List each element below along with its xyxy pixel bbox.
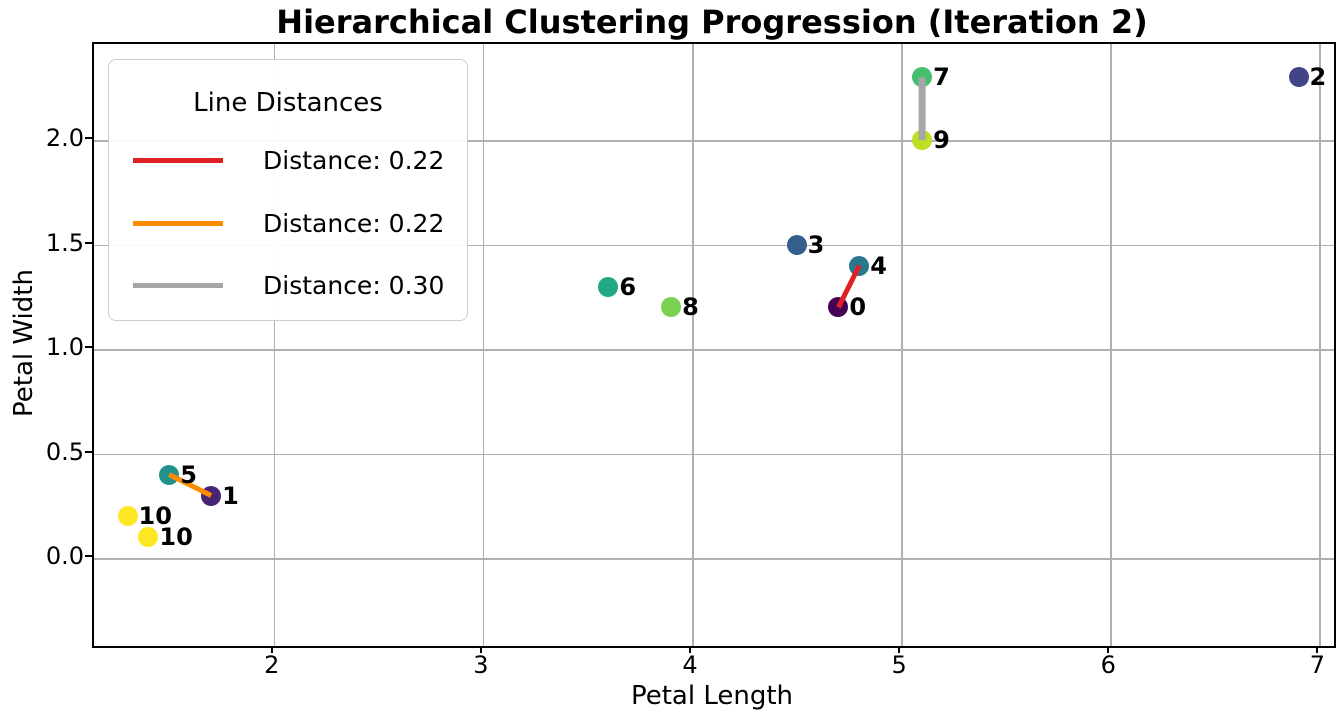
point-label-5: 5 <box>180 460 197 489</box>
x-gridline <box>692 44 694 646</box>
data-point-0 <box>828 297 849 318</box>
x-tick-label: 4 <box>682 651 698 679</box>
x-tick-mark <box>270 646 273 653</box>
x-tick-label: 6 <box>1100 651 1116 679</box>
point-label-9: 9 <box>933 126 950 155</box>
y-gridline <box>94 140 1334 142</box>
y-tick-label: 2.0 <box>45 124 84 153</box>
point-label-4: 4 <box>870 251 887 280</box>
point-label-8: 8 <box>682 293 699 322</box>
y-tick-label: 0.5 <box>45 437 84 466</box>
legend-row: Distance: 0.22 <box>133 145 444 175</box>
x-gridline <box>1110 44 1112 646</box>
x-tick-mark <box>689 646 691 653</box>
legend-line-swatch-red <box>133 157 223 163</box>
y-tick-label: 0.0 <box>45 542 84 571</box>
x-tick-mark <box>1107 646 1110 653</box>
legend-entry-label: Distance: 0.22 <box>263 208 445 238</box>
point-label-3: 3 <box>807 230 825 259</box>
x-tick-mark <box>479 646 482 653</box>
data-point-4 <box>849 255 870 276</box>
legend-line-swatch-orange <box>133 220 223 226</box>
y-gridline <box>94 558 1334 560</box>
y-tick-mark <box>85 450 92 453</box>
legend-row: Distance: 0.30 <box>133 270 444 300</box>
x-gridline <box>1319 44 1321 646</box>
data-point-1 <box>201 485 222 506</box>
y-gridline <box>94 349 1334 351</box>
data-point-3 <box>786 234 807 255</box>
x-tick-label: 3 <box>473 651 489 679</box>
data-point-10 <box>117 506 138 527</box>
data-point-6 <box>598 276 619 297</box>
data-point-7 <box>912 67 933 88</box>
point-label-7: 7 <box>933 63 950 92</box>
legend-entry-label: Distance: 0.30 <box>263 270 445 300</box>
y-tick-label: 1.0 <box>45 333 84 362</box>
data-point-2 <box>1288 67 1309 88</box>
legend: Line Distances Distance: 0.22 Distance: … <box>108 59 468 321</box>
y-gridline <box>94 453 1334 456</box>
y-tick-mark <box>85 555 92 558</box>
x-tick-label: 5 <box>891 651 907 679</box>
x-gridline <box>901 44 903 646</box>
point-label-2: 2 <box>1309 63 1327 92</box>
y-tick-mark <box>85 137 92 140</box>
x-tick-label: 7 <box>1309 651 1326 679</box>
data-point-5 <box>159 464 180 485</box>
legend-title: Line Distances <box>193 88 383 118</box>
point-label-0: 0 <box>849 293 867 322</box>
chart-title: Hierarchical Clustering Progression (Ite… <box>276 3 1148 41</box>
data-point-9 <box>912 130 933 151</box>
data-point-10 <box>138 527 159 548</box>
point-label-10: 10 <box>138 502 172 531</box>
x-gridline <box>482 44 485 646</box>
point-label-6: 6 <box>619 272 637 301</box>
x-tick-label: 2 <box>264 651 280 679</box>
x-tick-mark <box>898 646 901 653</box>
legend-entry-label: Distance: 0.22 <box>263 145 445 175</box>
legend-line-swatch-gray <box>133 282 223 288</box>
y-tick-mark <box>85 241 92 244</box>
x-tick-mark <box>1316 646 1319 653</box>
legend-row: Distance: 0.22 <box>133 208 444 238</box>
point-label-10: 10 <box>159 523 193 552</box>
data-point-8 <box>661 297 682 318</box>
y-tick-label: 1.5 <box>45 228 84 257</box>
x-axis-label: Petal Length <box>630 681 794 711</box>
x-gridline <box>273 44 276 646</box>
point-label-1: 1 <box>222 481 239 510</box>
y-gridline <box>94 244 1334 247</box>
y-tick-mark <box>85 346 92 349</box>
